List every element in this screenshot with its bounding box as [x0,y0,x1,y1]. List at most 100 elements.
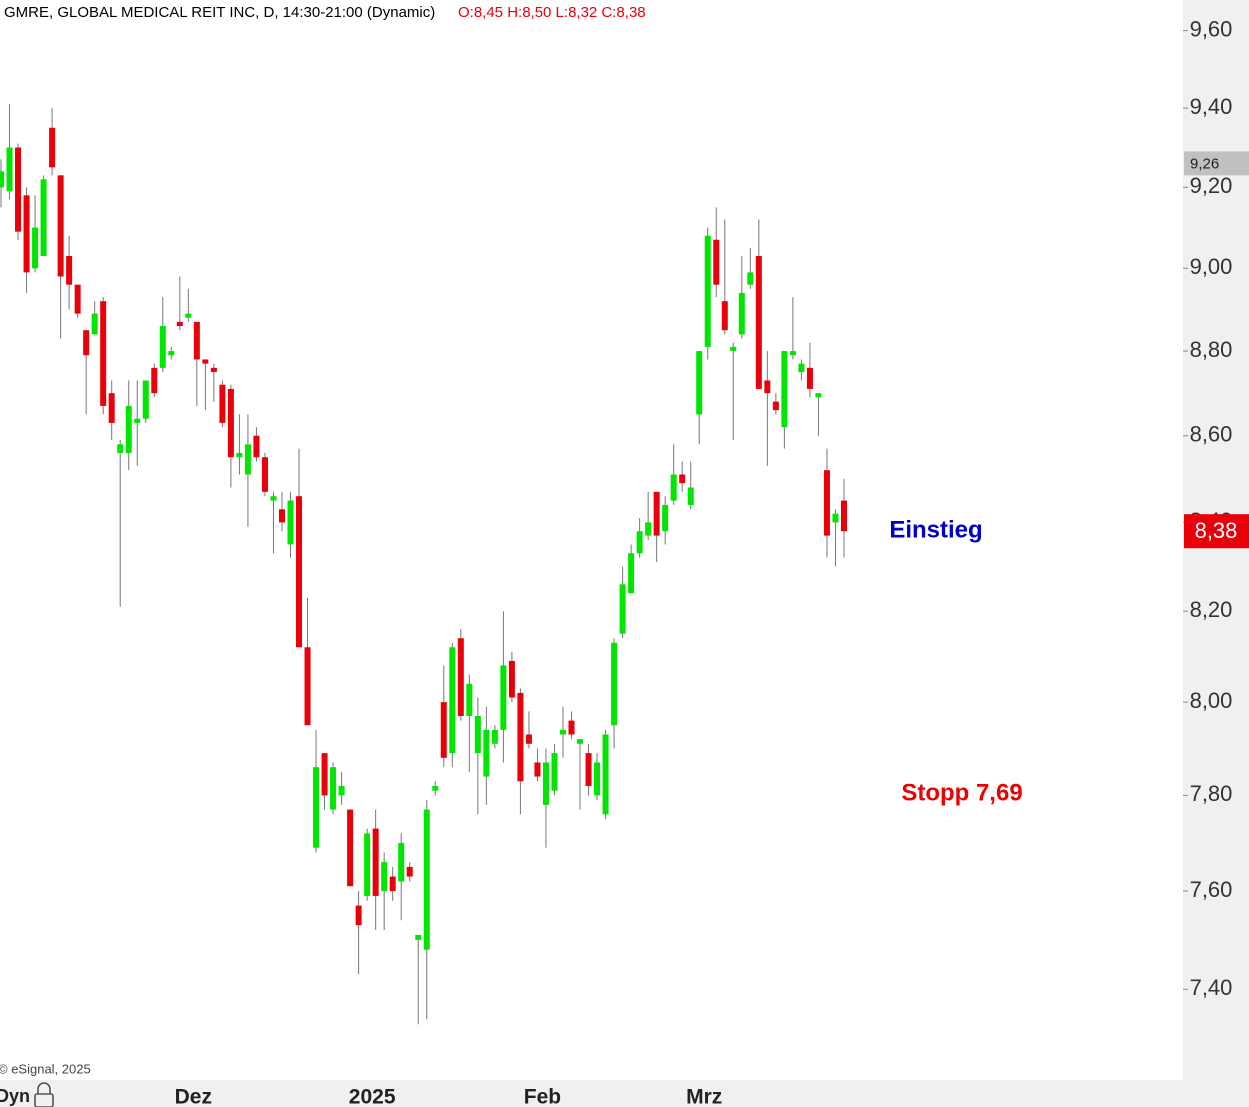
y-tick-label: 9,00 [1190,254,1233,279]
candle-body [491,729,498,744]
candle-body [244,444,251,475]
copyright: © eSignal, 2025 [0,1061,91,1076]
annotation: Stopp 7,69 [901,779,1022,806]
x-axis-panel [0,1080,1249,1107]
candle-body [142,380,149,419]
candle-body [338,785,345,796]
candle-body [679,474,686,484]
candle-body [134,418,141,423]
candle-body [219,384,226,423]
candle-body [66,256,73,285]
candle-body [270,496,277,501]
y-tick-label: 8,00 [1190,688,1233,713]
ohlc-label: O:8,45 H:8,50 L:8,32 C:8,38 [458,4,646,21]
candle-body [210,367,217,373]
candle-body [449,647,456,754]
price-marker [1184,514,1249,549]
candle-body [670,474,677,501]
candle-body [534,762,541,777]
candle-body [321,753,328,796]
candle-body [151,367,158,394]
candle-body [364,833,371,896]
candle-body [594,762,601,796]
candle-body [330,767,337,810]
candle-body [806,367,813,389]
candle-body [687,487,694,505]
candle-body [108,393,115,423]
candle-body [577,739,584,744]
candle-body [713,239,720,285]
x-tick-label: 2025 [349,1086,396,1107]
y-tick-label: 7,40 [1190,975,1233,1000]
candle-body [32,227,39,269]
candle-body [457,638,464,716]
candle-body [619,584,626,634]
annotation: Einstieg [889,516,982,543]
candle-body [261,457,268,492]
candle-body [789,351,796,356]
candle-body [730,346,737,352]
y-tick-label: 7,80 [1190,781,1233,806]
y-axis-panel [1183,0,1249,1107]
candle-body [500,665,507,730]
candle-body [381,862,388,892]
candle-body [176,321,183,327]
candle-body [508,660,515,698]
candle-body [832,513,839,523]
candle-body [840,500,847,532]
candle-body [611,642,618,726]
candle-body [815,393,822,398]
candle-body [168,351,175,356]
candle-body [83,330,90,356]
y-tick-label: 7,60 [1190,877,1233,902]
candle-body [738,292,745,335]
candle-body [74,284,81,314]
candle-body [662,504,669,532]
candle-body [585,753,592,786]
candle-body [517,692,524,782]
candle-body [483,729,490,777]
candle-body [628,553,635,594]
candle-body [653,491,660,536]
candle-body [798,363,805,373]
candle-body [781,351,788,428]
candle-body [398,842,405,882]
lock-icon [34,1082,54,1107]
y-tick-label: 8,20 [1190,597,1233,622]
candle-body [278,509,285,523]
candle-body [406,866,413,877]
candle-body [6,147,13,192]
candle-body [525,734,532,744]
candle-body [236,452,243,458]
candle-body [721,301,728,331]
candle-body [91,313,98,335]
x-tick-label: Mrz [686,1086,722,1107]
candle-body [696,351,703,415]
candle-body [636,531,643,554]
candle-body [440,702,447,758]
candle-body [755,256,762,389]
mode-label: Dyn [0,1086,30,1106]
candle-body [747,272,754,285]
candle-body [100,301,107,406]
candle-body [57,175,64,277]
candle-body [764,380,771,394]
price-marker-label: 9,26 [1190,155,1219,172]
candle-body [296,496,303,648]
candle-body [40,179,47,257]
y-tick-label: 9,60 [1190,16,1233,41]
candle-body [559,729,566,735]
candle-body [347,809,354,887]
candle-body [474,715,481,754]
candle-body [389,876,396,892]
candle-body [602,734,609,815]
chart-title: GMRE, GLOBAL MEDICAL REIT INC, D, 14:30-… [4,4,435,21]
candle-body [202,359,209,364]
y-tick-label: 9,40 [1190,94,1233,119]
candle-body [542,762,549,805]
candle-body [125,405,132,453]
candle-body [645,522,652,536]
candle-body [372,828,379,896]
candle-body [304,647,311,726]
